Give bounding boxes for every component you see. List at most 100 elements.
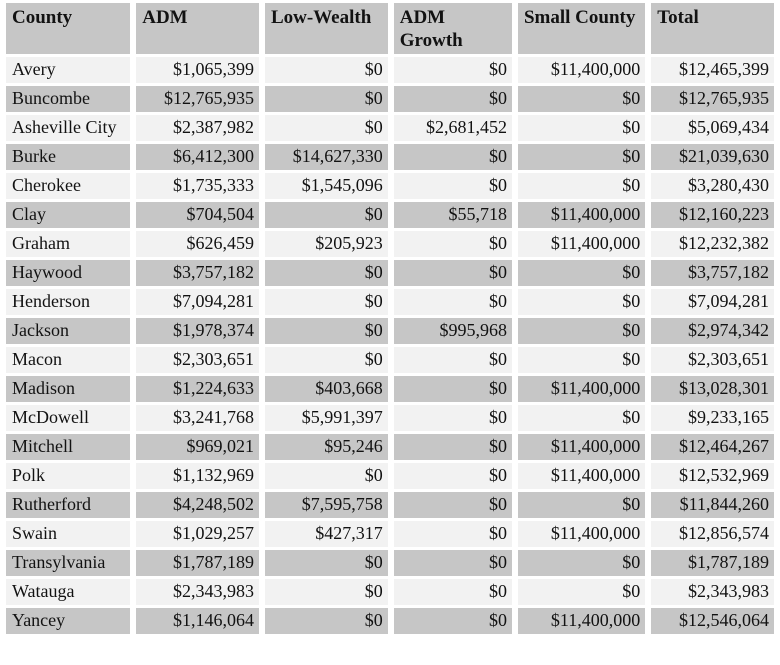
total-value-cell: $3,757,182 [651, 260, 774, 286]
county-cell: Henderson [6, 289, 131, 315]
total-value-cell: $21,039,630 [651, 144, 774, 170]
low-wealth-value-cell: $0 [264, 608, 388, 634]
table-row: Buncombe $12,765,935 $0 $0 $0 $12,765,935 [6, 86, 774, 112]
adm-growth-value-cell: $0 [393, 260, 512, 286]
header-row: County ADM Low-Wealth ADM Growth Small Count… [6, 3, 774, 54]
adm-growth-value-cell: $0 [393, 521, 512, 547]
small-county-value-cell: $0 [517, 492, 646, 518]
table-row: Clay $704,504 $0 $55,718 $11,400,000 $12,160,… [6, 202, 774, 228]
total-value-cell: $2,303,651 [651, 347, 774, 373]
county-cell: Burke [6, 144, 131, 170]
county-cell: Transylvania [6, 550, 131, 576]
total-value-cell: $1,787,189 [651, 550, 774, 576]
table-row: Avery $1,065,399 $0 $0 $11,400,000 $12,465,39… [6, 57, 774, 83]
total-value-cell: $12,856,574 [651, 521, 774, 547]
low-wealth-value-cell: $0 [264, 579, 388, 605]
table-row: Graham $626,459 $205,923 $0 $11,400,000 $12,2… [6, 231, 774, 257]
small-county-value-cell: $0 [517, 550, 646, 576]
column-header-county: County [6, 3, 131, 54]
table-body: Avery $1,065,399 $0 $0 $11,400,000 $12,465,39… [6, 57, 774, 634]
low-wealth-value-cell: $205,923 [264, 231, 388, 257]
table-row: Macon $2,303,651 $0 $0 $0 $2,303,651 [6, 347, 774, 373]
adm-value-cell: $2,343,983 [136, 579, 259, 605]
small-county-value-cell: $11,400,000 [517, 521, 646, 547]
adm-growth-value-cell: $0 [393, 376, 512, 402]
total-value-cell: $12,232,382 [651, 231, 774, 257]
adm-growth-value-cell: $0 [393, 173, 512, 199]
adm-value-cell: $7,094,281 [136, 289, 259, 315]
adm-value-cell: $1,065,399 [136, 57, 259, 83]
county-cell: Cherokee [6, 173, 131, 199]
table-row: Polk $1,132,969 $0 $0 $11,400,000 $12,532,969 [6, 463, 774, 489]
small-county-value-cell: $11,400,000 [517, 376, 646, 402]
county-cell: Asheville City [6, 115, 131, 141]
small-county-value-cell: $11,400,000 [517, 202, 646, 228]
table-row: Transylvania $1,787,189 $0 $0 $0 $1,787,189 [6, 550, 774, 576]
total-value-cell: $12,160,223 [651, 202, 774, 228]
total-value-cell: $12,546,064 [651, 608, 774, 634]
adm-value-cell: $1,735,333 [136, 173, 259, 199]
low-wealth-value-cell: $0 [264, 115, 388, 141]
table-row: Haywood $3,757,182 $0 $0 $0 $3,757,182 [6, 260, 774, 286]
low-wealth-value-cell: $0 [264, 86, 388, 112]
low-wealth-value-cell: $7,595,758 [264, 492, 388, 518]
adm-growth-value-cell: $0 [393, 289, 512, 315]
adm-value-cell: $2,303,651 [136, 347, 259, 373]
small-county-value-cell: $0 [517, 405, 646, 431]
adm-growth-value-cell: $0 [393, 144, 512, 170]
county-cell: Macon [6, 347, 131, 373]
county-cell: Yancey [6, 608, 131, 634]
adm-value-cell: $6,412,300 [136, 144, 259, 170]
total-value-cell: $7,094,281 [651, 289, 774, 315]
table-row: Rutherford $4,248,502 $7,595,758 $0 $0 $11,84… [6, 492, 774, 518]
low-wealth-value-cell: $0 [264, 57, 388, 83]
small-county-value-cell: $0 [517, 289, 646, 315]
county-cell: Mitchell [6, 434, 131, 460]
total-value-cell: $13,028,301 [651, 376, 774, 402]
low-wealth-value-cell: $0 [264, 289, 388, 315]
adm-value-cell: $1,146,064 [136, 608, 259, 634]
county-cell: Buncombe [6, 86, 131, 112]
column-header-small-county: Small County [517, 3, 646, 54]
small-county-value-cell: $0 [517, 347, 646, 373]
small-county-value-cell: $0 [517, 144, 646, 170]
small-county-value-cell: $0 [517, 579, 646, 605]
small-county-value-cell: $0 [517, 318, 646, 344]
adm-growth-value-cell: $0 [393, 550, 512, 576]
low-wealth-value-cell: $0 [264, 347, 388, 373]
adm-growth-value-cell: $0 [393, 434, 512, 460]
adm-growth-value-cell: $0 [393, 347, 512, 373]
small-county-value-cell: $11,400,000 [517, 608, 646, 634]
county-cell: Clay [6, 202, 131, 228]
adm-growth-value-cell: $0 [393, 86, 512, 112]
table-row: Asheville City $2,387,982 $0 $2,681,452 $0 $5… [6, 115, 774, 141]
adm-growth-value-cell: $0 [393, 492, 512, 518]
total-value-cell: $2,343,983 [651, 579, 774, 605]
adm-value-cell: $1,787,189 [136, 550, 259, 576]
total-value-cell: $12,532,969 [651, 463, 774, 489]
county-cell: Haywood [6, 260, 131, 286]
small-county-value-cell: $0 [517, 173, 646, 199]
adm-growth-value-cell: $0 [393, 57, 512, 83]
total-value-cell: $11,844,260 [651, 492, 774, 518]
low-wealth-value-cell: $403,668 [264, 376, 388, 402]
small-county-value-cell: $11,400,000 [517, 434, 646, 460]
column-header-adm-growth: ADM Growth [393, 3, 512, 54]
column-header-adm: ADM [136, 3, 259, 54]
adm-value-cell: $3,241,768 [136, 405, 259, 431]
total-value-cell: $2,974,342 [651, 318, 774, 344]
total-value-cell: $3,280,430 [651, 173, 774, 199]
adm-growth-value-cell: $995,968 [393, 318, 512, 344]
low-wealth-value-cell: $95,246 [264, 434, 388, 460]
small-county-value-cell: $0 [517, 115, 646, 141]
county-cell: McDowell [6, 405, 131, 431]
adm-value-cell: $1,029,257 [136, 521, 259, 547]
table-row: Mitchell $969,021 $95,246 $0 $11,400,000 $12,… [6, 434, 774, 460]
county-cell: Swain [6, 521, 131, 547]
adm-growth-value-cell: $0 [393, 405, 512, 431]
table-row: Swain $1,029,257 $427,317 $0 $11,400,000 $12,… [6, 521, 774, 547]
county-cell: Polk [6, 463, 131, 489]
county-funding-table: County ADM Low-Wealth ADM Growth Small Count… [6, 3, 774, 634]
table-row: McDowell $3,241,768 $5,991,397 $0 $0 $9,233,1… [6, 405, 774, 431]
total-value-cell: $9,233,165 [651, 405, 774, 431]
